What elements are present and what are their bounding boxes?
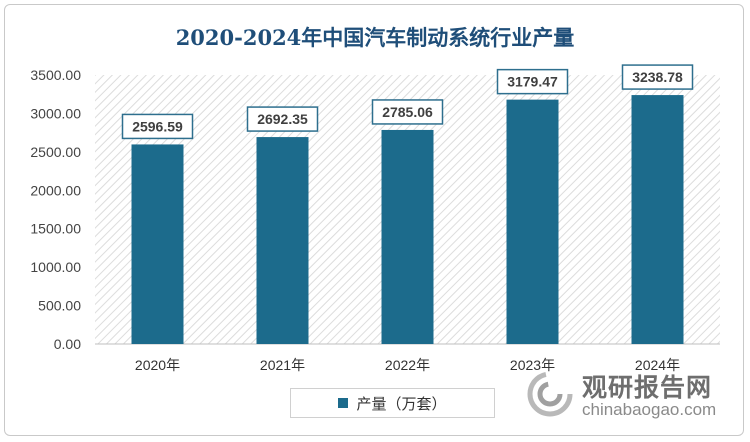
data-label-box bbox=[246, 106, 319, 132]
data-label-box bbox=[121, 113, 194, 140]
data-label: 3238.78 bbox=[632, 69, 683, 85]
watermark: 观研报告网 chinabaogao.com bbox=[520, 364, 740, 424]
y-tick-label: 3000.00 bbox=[30, 105, 81, 121]
y-tick-label: 1500.00 bbox=[30, 221, 81, 237]
watermark-logo-icon bbox=[527, 371, 573, 417]
legend-label: 产量（万套） bbox=[356, 395, 447, 413]
data-label-box bbox=[621, 64, 694, 90]
data-label-box bbox=[496, 68, 569, 95]
data-label: 2785.06 bbox=[382, 104, 433, 120]
y-tick-label: 1000.00 bbox=[30, 259, 81, 275]
legend-swatch bbox=[338, 398, 349, 408]
y-tick-label: 2500.00 bbox=[30, 144, 81, 160]
bar bbox=[631, 95, 684, 344]
data-label-box bbox=[371, 99, 444, 125]
legend: 产量（万套） bbox=[290, 388, 495, 418]
y-tick-label: 3500.00 bbox=[30, 67, 81, 83]
x-tick-label: 2021年 bbox=[260, 357, 305, 373]
data-label: 2692.35 bbox=[257, 111, 308, 127]
y-tick-label: 0.00 bbox=[54, 336, 81, 352]
x-tick-label: 2024年 bbox=[635, 357, 680, 373]
bar bbox=[131, 144, 184, 344]
bar bbox=[381, 129, 434, 344]
bar bbox=[256, 137, 309, 344]
watermark-text-cn: 观研报告网 bbox=[582, 374, 713, 402]
y-tick-label: 500.00 bbox=[38, 298, 81, 314]
chart-title: 2020-2024年中国汽车制动系统行业产量 bbox=[175, 25, 575, 50]
data-label: 2596.59 bbox=[132, 118, 183, 134]
data-label: 3179.47 bbox=[507, 74, 558, 90]
bar bbox=[506, 99, 559, 345]
x-tick-label: 2020年 bbox=[135, 357, 180, 373]
x-tick-label: 2022年 bbox=[385, 357, 430, 373]
watermark-text-en: chinabaogao.com bbox=[582, 400, 717, 419]
y-tick-label: 2000.00 bbox=[30, 182, 81, 198]
x-tick-label: 2023年 bbox=[510, 357, 555, 373]
